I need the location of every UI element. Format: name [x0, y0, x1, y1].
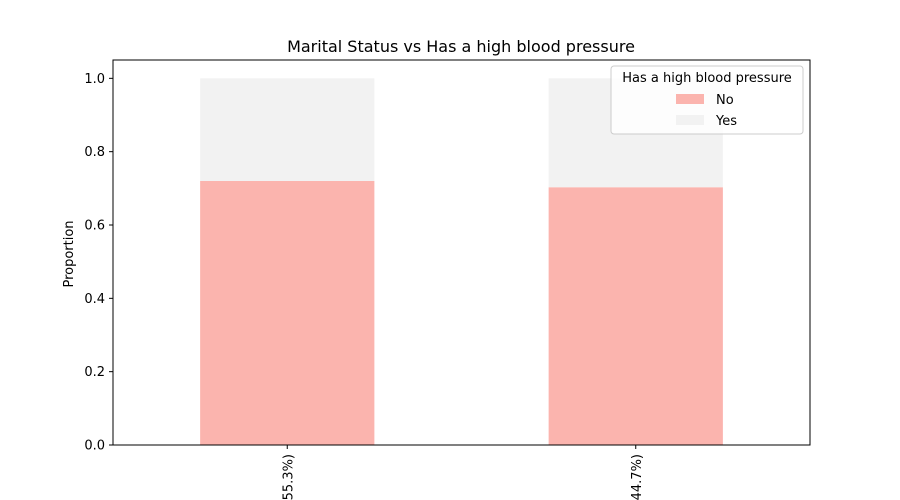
y-tick-label: 0.8 [84, 145, 105, 160]
x-tick-label: …(55.3%) [281, 454, 296, 500]
legend-title: Has a high blood pressure [622, 71, 792, 86]
x-tick-label: …(44.7%) [630, 454, 645, 500]
y-tick-label: 1.0 [84, 72, 105, 87]
legend-frame [610, 65, 804, 135]
legend-label-yes: Yes [715, 114, 737, 129]
bar-segment-no-2 [548, 187, 723, 446]
legend-swatch-no [676, 94, 704, 104]
legend: Has a high blood pressure No Yes [610, 65, 804, 135]
bar-segment-yes-1 [200, 78, 375, 181]
legend-swatch-yes [676, 115, 704, 125]
chart-title: Marital Status vs Has a high blood press… [287, 37, 635, 56]
y-axis-label: Proportion [62, 220, 77, 287]
y-tick-label: 0.2 [84, 365, 105, 380]
y-tick-label: 0.0 [84, 439, 105, 454]
bar-segment-no-1 [200, 181, 375, 445]
axes-layer: 0.0 0.2 0.4 0.6 0.8 1.0 …(55.3%) …(44.7%) [84, 59, 811, 500]
y-tick-label: 0.4 [84, 292, 105, 307]
y-tick-label: 0.6 [84, 219, 105, 234]
legend-label-no: No [716, 93, 734, 108]
plot-frame [112, 59, 811, 446]
legend-entries: No Yes [676, 93, 737, 129]
